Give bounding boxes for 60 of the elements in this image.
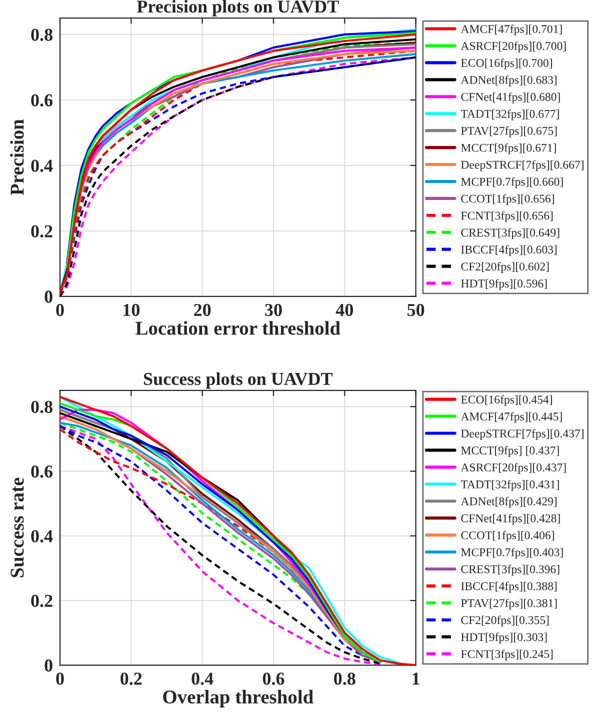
legend-label: FCNT[3fps][0.656] bbox=[461, 211, 553, 222]
legend-label: ECO[16fps][0.700] bbox=[461, 58, 552, 70]
legend-label: CF2[20fps][0.602] bbox=[461, 262, 549, 273]
legend-label: CREST[3fps][0.396] bbox=[461, 564, 560, 576]
legend-label: CCOT[1fps][0.406] bbox=[461, 530, 554, 542]
x-tick-label: 30 bbox=[265, 304, 282, 316]
legend-label: PTAV[27fps][0.381] bbox=[461, 598, 557, 610]
x-tick-label: 0.8 bbox=[334, 672, 356, 685]
legend-label: TADT[32fps][0.677] bbox=[460, 109, 559, 120]
legend-label: ADNet[8fps][0.683] bbox=[460, 75, 557, 86]
y-tick-label: 0.4 bbox=[31, 530, 53, 542]
y-tick-label: 0.8 bbox=[31, 400, 52, 414]
legend-label: CFNet[41fps][0.680] bbox=[461, 92, 560, 104]
legend-label: CREST[3fps][0.649] bbox=[461, 228, 560, 240]
legend-label: MCPF[0.7fps][0.403] bbox=[461, 548, 563, 559]
x-tick-label: 40 bbox=[336, 304, 353, 316]
y-tick-label: 0.4 bbox=[31, 160, 53, 172]
y-axis-title: Success rate bbox=[10, 478, 24, 578]
legend-label: ASRCF[20fps][0.700] bbox=[460, 42, 566, 52]
chart-title: Precision plots on UAVDT bbox=[136, 0, 339, 16]
legend-label: HDT[9fps][0.303] bbox=[461, 632, 547, 644]
legend-label: TADT[32fps][0.431] bbox=[460, 480, 559, 491]
y-axis-title: Precision bbox=[10, 119, 24, 196]
x-tick-label: 10 bbox=[124, 304, 140, 316]
y-tick-label: 0.6 bbox=[31, 94, 53, 106]
x-tick-label: 0 bbox=[56, 304, 64, 316]
legend-label: CFNet[41fps][0.428] bbox=[461, 514, 560, 525]
legend-label: CCOT[1fps][0.656] bbox=[461, 194, 554, 206]
legend-label: MCCT[9fps][0.671] bbox=[461, 143, 556, 154]
legend-label: CF2[20fps][0.355] bbox=[461, 616, 549, 627]
legend-label: AMCF[47fps][0.701] bbox=[460, 24, 562, 36]
legend-label: IBCCF[4fps][0.388] bbox=[461, 582, 557, 593]
y-tick-label: 0.2 bbox=[31, 225, 52, 238]
legend-label: AMCF[47fps][0.445] bbox=[460, 412, 562, 423]
legend-label: ECO[16fps][0.454] bbox=[461, 395, 552, 406]
x-axis-title: Overlap threshold bbox=[163, 690, 314, 708]
y-tick-label: 0.8 bbox=[31, 28, 52, 41]
y-tick-label: 0.6 bbox=[31, 465, 53, 478]
legend-label: IBCCF[4fps][0.603] bbox=[461, 245, 557, 256]
legend-label: MCCT[9fps] [0.437] bbox=[461, 446, 559, 457]
legend-label: DeepSTRCF[7fps][0.437] bbox=[461, 429, 584, 440]
x-tick-label: 0 bbox=[56, 672, 64, 685]
y-tick-label: 0 bbox=[44, 290, 52, 303]
legend-label: PTAV[27fps][0.675] bbox=[461, 126, 557, 138]
x-tick-label: 50 bbox=[407, 304, 424, 316]
legend-label: ADNet[8fps][0.429] bbox=[460, 496, 557, 508]
legend-label: DeepSTRCF[7fps][0.667] bbox=[461, 160, 584, 172]
chart-title: Success plots on UAVDT bbox=[144, 372, 333, 389]
legend-label: MCPF[0.7fps][0.660] bbox=[461, 177, 563, 188]
x-tick-label: 0.2 bbox=[120, 672, 142, 685]
x-axis-title: Location error threshold bbox=[136, 321, 340, 335]
legend-label: HDT[9fps][0.596] bbox=[461, 279, 547, 290]
y-tick-label: 0.2 bbox=[31, 594, 52, 608]
legend-label: ASRCF[20fps][0.437] bbox=[460, 463, 566, 474]
x-tick-label: 0.6 bbox=[262, 672, 284, 685]
x-tick-label: 20 bbox=[194, 304, 211, 316]
y-tick-label: 0 bbox=[44, 659, 52, 672]
legend-label: FCNT[3fps][0.245] bbox=[461, 650, 553, 660]
x-tick-label: 1 bbox=[412, 672, 420, 685]
x-tick-label: 0.4 bbox=[192, 672, 214, 685]
